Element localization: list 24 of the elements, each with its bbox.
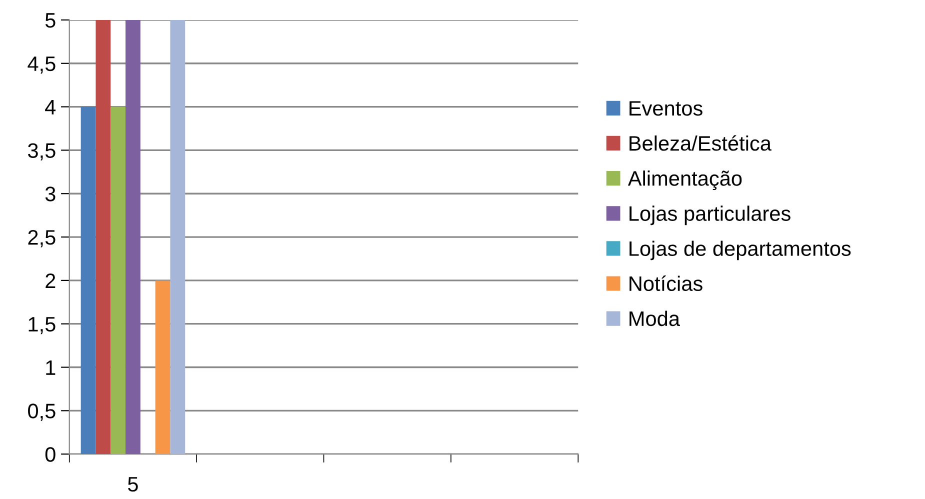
y-tick-label: 0: [45, 447, 56, 462]
y-tick-label: 5: [45, 13, 56, 28]
y-tick-label: 1,5: [28, 317, 56, 334]
bar: [96, 20, 111, 454]
bar: [170, 20, 186, 454]
y-tick-label: 3,5: [28, 143, 56, 160]
bar: [155, 280, 170, 454]
bar: [126, 20, 140, 454]
y-tick-label: 1: [46, 360, 56, 375]
y-tick-label: 4: [45, 100, 56, 114]
y-tick-label: 0,5: [28, 404, 56, 421]
legend-label: Beleza/Estética: [630, 135, 772, 151]
bar: [80, 106, 96, 454]
y-tick-label: 3: [45, 186, 56, 202]
y-tick-label: 4,5: [28, 56, 56, 74]
legend-label: Lojas particulares: [630, 206, 790, 226]
legend-label: Alimentação: [628, 170, 742, 190]
legend-label: Moda: [630, 310, 680, 326]
legend-label: Eventos: [630, 101, 702, 116]
legend-label: Lojas de departamentos: [630, 240, 851, 260]
y-tick-label: 2,5: [28, 230, 56, 248]
y-tick-label: 2: [46, 273, 56, 288]
bar: [110, 106, 126, 454]
legend-label: Notícias: [630, 276, 702, 292]
